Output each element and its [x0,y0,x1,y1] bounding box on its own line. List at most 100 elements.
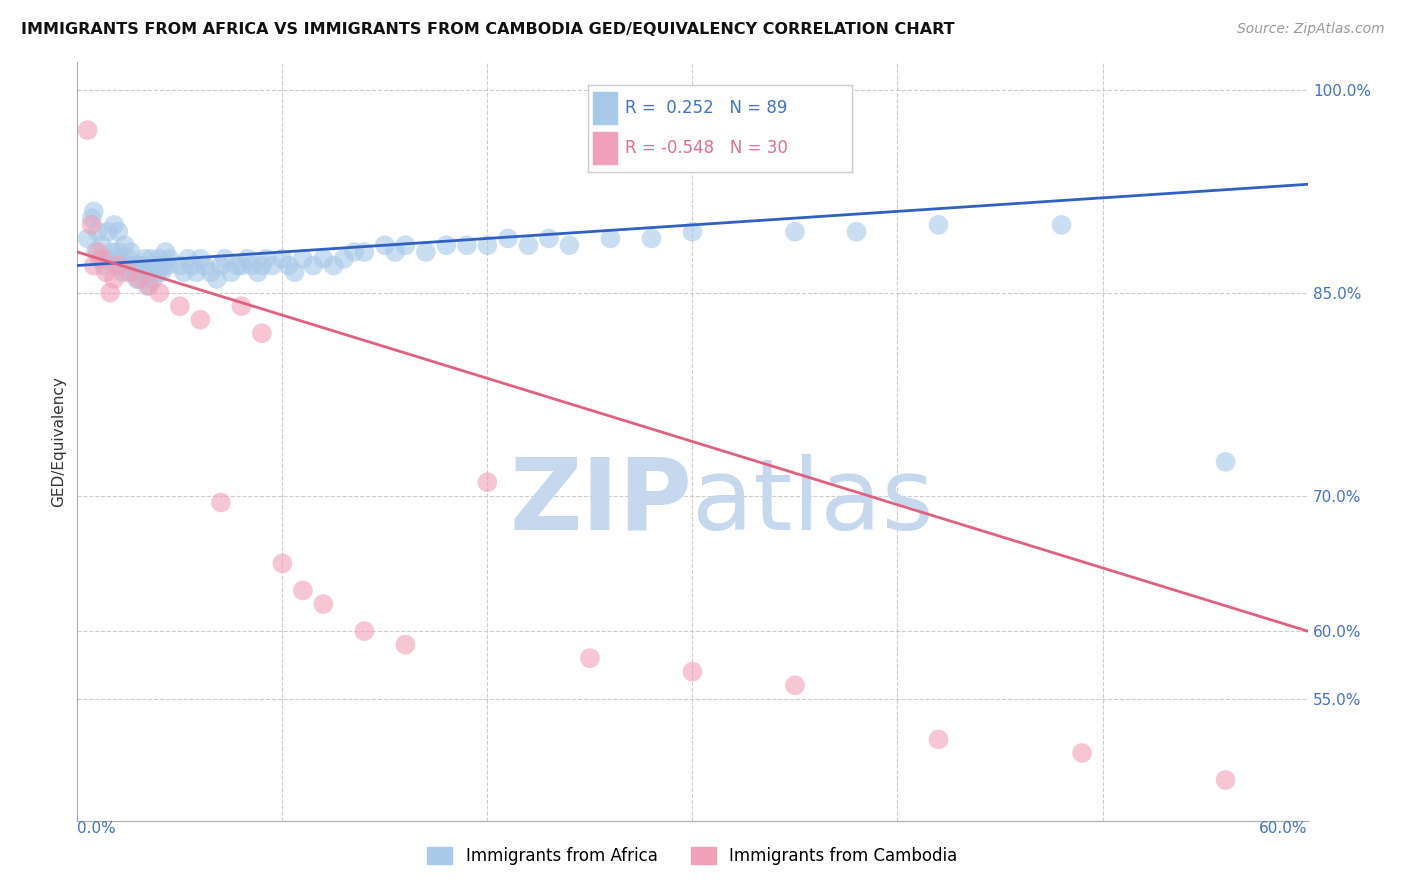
Point [291,252,314,266]
Point [343,244,366,259]
Point [115,259,138,273]
Text: atlas: atlas [693,454,934,550]
Point [496,231,519,245]
Point [415,244,437,259]
Text: 60.0%: 60.0% [1260,821,1308,836]
Point [188,252,212,266]
Point [246,265,269,279]
Point [312,252,335,266]
Point [231,259,253,273]
Point [98,285,121,300]
Point [682,225,704,239]
Point [1071,746,1094,760]
Point [117,265,139,279]
Text: Source: ZipAtlas.com: Source: ZipAtlas.com [1237,22,1385,37]
Point [353,244,375,259]
Point [103,218,125,232]
Point [141,252,163,266]
Point [150,265,173,279]
Point [231,299,253,313]
Point [271,252,294,266]
Point [107,259,129,273]
Point [155,244,177,259]
Point [146,265,169,279]
Point [436,238,458,252]
Point [353,624,375,639]
Point [254,252,277,266]
Point [477,475,499,490]
Point [579,651,602,665]
Point [219,265,242,279]
Point [236,252,259,266]
Point [138,265,160,279]
Point [188,312,212,326]
Point [558,238,581,252]
Point [138,278,160,293]
Point [124,259,146,273]
Point [134,252,156,266]
Point [177,252,200,266]
Point [76,123,98,137]
Point [169,299,191,313]
Point [205,272,228,286]
Point [128,272,150,286]
Point [193,259,215,273]
Point [928,732,950,747]
Point [107,244,129,259]
Point [128,259,150,273]
Point [111,265,134,279]
Point [250,326,273,341]
Point [169,259,191,273]
Point [928,218,950,232]
Point [200,265,222,279]
Point [152,259,174,273]
Point [537,231,560,245]
Point [333,252,356,266]
Point [1050,218,1073,232]
Point [110,252,132,266]
Point [80,211,103,226]
Point [456,238,478,252]
Point [80,218,103,232]
Point [103,272,125,286]
Point [105,259,128,273]
Point [93,259,115,273]
Point [682,665,704,679]
Point [97,225,120,239]
Point [129,272,152,286]
Point [214,252,236,266]
Point [599,231,621,245]
Point [284,265,307,279]
Point [394,238,416,252]
Point [114,238,136,252]
Point [374,238,396,252]
Point [121,265,143,279]
Point [277,259,299,273]
Point [159,252,181,266]
Point [142,272,165,286]
Legend: Immigrants from Africa, Immigrants from Cambodia: Immigrants from Africa, Immigrants from … [427,847,957,865]
Point [136,278,159,293]
Point [209,259,232,273]
Point [89,252,111,266]
Point [209,495,232,509]
Point [120,244,142,259]
Point [384,244,406,259]
Point [94,265,117,279]
Point [132,259,155,273]
Point [181,259,204,273]
Point [291,583,314,598]
Point [84,244,107,259]
Point [322,259,344,273]
Point [87,225,110,239]
Point [107,225,129,239]
Point [143,259,166,273]
Point [173,265,195,279]
Point [477,238,499,252]
Point [640,231,662,245]
Point [117,252,139,266]
Point [262,259,284,273]
Point [845,225,868,239]
Text: IMMIGRANTS FROM AFRICA VS IMMIGRANTS FROM CAMBODIA GED/EQUIVALENCY CORRELATION C: IMMIGRANTS FROM AFRICA VS IMMIGRANTS FRO… [21,22,955,37]
Point [186,265,208,279]
